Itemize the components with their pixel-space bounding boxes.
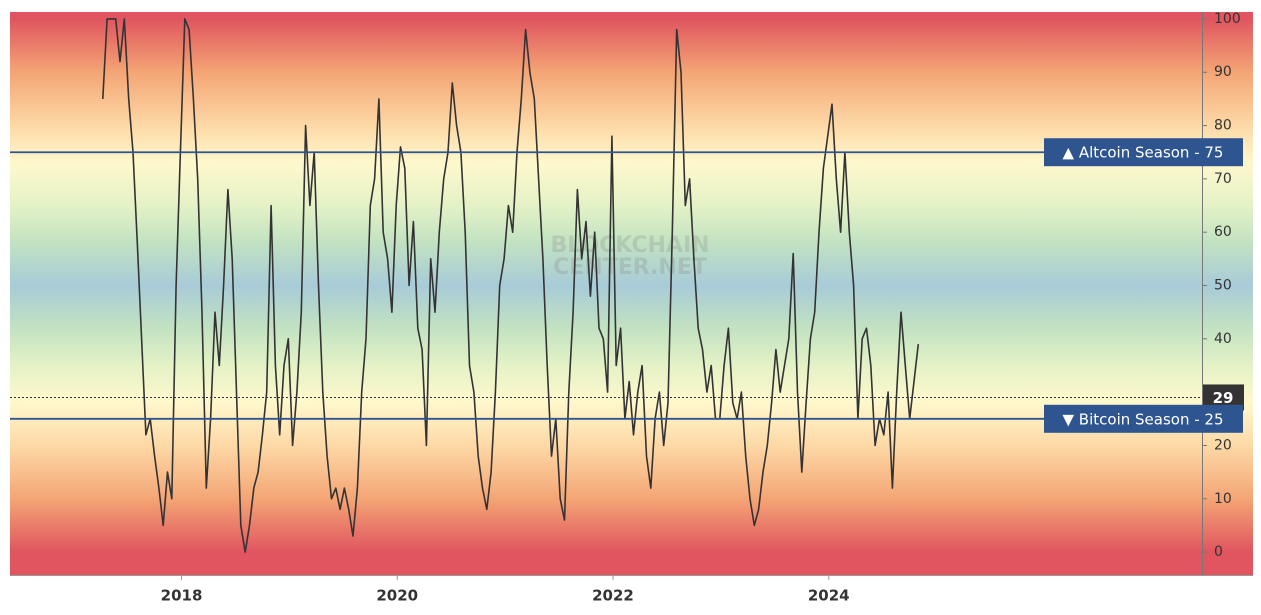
y-tick-label: 20 — [1214, 437, 1232, 453]
y-tick-label: 10 — [1214, 491, 1232, 507]
y-tick-label: 40 — [1214, 331, 1232, 347]
x-tick-label: 2024 — [808, 587, 850, 605]
season-label: ▼ Bitcoin Season - 25 — [1063, 410, 1224, 428]
y-tick-label: 50 — [1214, 278, 1232, 294]
y-tick-label: 60 — [1214, 224, 1232, 240]
season-label: ▲ Altcoin Season - 75 — [1063, 144, 1224, 162]
y-tick-label: 80 — [1214, 118, 1232, 134]
x-tick-label: 2020 — [376, 587, 418, 605]
y-tick-label: 70 — [1214, 171, 1232, 187]
x-tick-label: 2022 — [592, 587, 634, 605]
background — [10, 12, 1253, 575]
watermark: CENTER.NET — [553, 255, 707, 280]
season-label-box — [1044, 404, 1243, 433]
y-tick-label: 90 — [1214, 64, 1232, 80]
watermark: BLOCKCHAIN — [550, 233, 709, 258]
y-tick-label: 100 — [1214, 11, 1241, 27]
y-tick-label: 0 — [1214, 544, 1223, 560]
x-tick-label: 2018 — [161, 587, 203, 605]
current-value-label: 29 — [1213, 389, 1234, 407]
season-label-box — [1044, 138, 1243, 167]
data-line — [102, 18, 920, 553]
